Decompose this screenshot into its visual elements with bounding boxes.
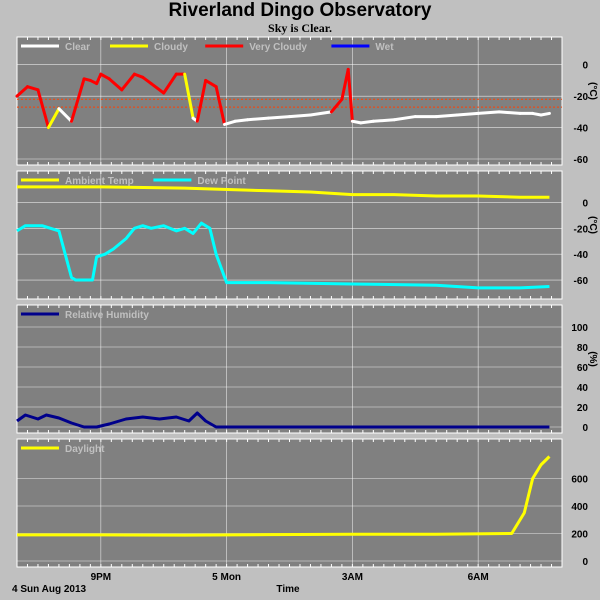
- sky-temp-segment: [346, 67, 354, 123]
- sky-temp-segment: [267, 115, 291, 120]
- x-tick-label: 3AM: [342, 572, 363, 583]
- sky-temp-segment: [204, 78, 218, 89]
- sky-temp-segment: [36, 88, 50, 130]
- sky-temp-segment: [95, 72, 103, 86]
- legend-label: Clear: [65, 42, 90, 53]
- y-tick-label: -20: [574, 224, 589, 235]
- y-tick-label: 60: [577, 363, 589, 374]
- sky-temp-segment: [359, 119, 375, 125]
- sky-temp-segment: [15, 85, 29, 98]
- y-tick-label: -60: [574, 155, 589, 166]
- sky-temp-segment: [141, 75, 153, 86]
- sky-temp-segment: [223, 119, 237, 126]
- sky-temp-segment: [455, 111, 480, 117]
- sky-temp-segment: [308, 110, 333, 117]
- x-axis-title: Time: [276, 584, 300, 595]
- y-axis-unit: (°C): [587, 82, 598, 100]
- legend-label: Wet: [375, 42, 394, 53]
- x-tick-label: 6AM: [468, 572, 489, 583]
- series-line: [17, 455, 551, 537]
- y-tick-label: -20: [574, 92, 589, 103]
- sky-temp-segment: [497, 110, 522, 115]
- sky-temp-segment: [107, 77, 124, 92]
- y-axis-unit: (°C): [587, 216, 598, 234]
- y-tick-label: 80: [577, 343, 589, 354]
- x-tick-label: 5 Mon: [212, 572, 241, 583]
- y-tick-label: -40: [574, 250, 589, 261]
- sky-temp-segment: [434, 113, 459, 119]
- sky-temp-segment: [195, 78, 208, 123]
- y-tick-label: 40: [577, 383, 589, 394]
- sky-temp-segment: [120, 72, 136, 92]
- x-tick-label: 9PM: [91, 572, 112, 583]
- sky-temp-segment: [57, 107, 73, 123]
- legend-label: Daylight: [65, 444, 105, 455]
- date-label: 4 Sun Aug 2013: [12, 584, 87, 595]
- y-tick-label: 400: [571, 502, 588, 513]
- y-tick-label: 0: [582, 557, 588, 568]
- y-tick-label: 600: [571, 475, 588, 486]
- series-line: [16, 221, 550, 290]
- sky-temp-segment: [539, 111, 551, 117]
- panel-daylight: 600 400 200 0 Daylight: [16, 438, 588, 568]
- series-line: [16, 411, 550, 429]
- sky-temp-segment: [183, 72, 195, 120]
- sky-temp-segment: [246, 116, 271, 122]
- sky-temp-segment: [70, 77, 86, 123]
- sky-temp-segment: [233, 118, 250, 123]
- sky-temp-segment: [476, 110, 501, 115]
- panel-frame: [16, 438, 563, 568]
- panel-frame: [16, 304, 563, 434]
- y-tick-label: 0: [582, 61, 588, 72]
- sky-temp-segment: [25, 85, 40, 92]
- y-tick-label: 20: [577, 403, 589, 414]
- legend-label: Cloudy: [154, 42, 188, 53]
- legend-label: Ambient Temp: [65, 176, 134, 187]
- y-tick-label: 100: [571, 323, 588, 334]
- panel-humidity: 100 80 60 40 20 0 (%) Relative Humidity: [16, 304, 598, 434]
- sky-temp-segment: [329, 97, 344, 114]
- sky-temp-segment: [371, 118, 396, 123]
- legend-label: Dew Point: [197, 176, 246, 187]
- y-tick-label: 0: [582, 198, 588, 209]
- panel-temp: 0 -20 -40 -60 (°C) Ambient Temp Dew Point: [16, 170, 598, 300]
- y-tick-label: -60: [574, 276, 589, 287]
- sky-temp-segment: [149, 82, 166, 95]
- sky-temp-segment: [99, 72, 111, 81]
- panel-sky: 0 -20 -40 -60 (°C) Clear Cloudy Very Cloudy Wet: [15, 36, 598, 166]
- legend-label: Very Cloudy: [249, 42, 307, 53]
- sky-temp-segment: [214, 85, 227, 126]
- sky-temp-segment: [392, 115, 417, 122]
- chart-title: Riverland Dingo Observatory: [168, 0, 432, 21]
- y-tick-label: -40: [574, 124, 589, 135]
- y-axis-unit: (%): [587, 351, 598, 367]
- sky-status: Sky is Clear.: [268, 21, 332, 35]
- series-line: [17, 185, 550, 199]
- sky-temp-segment: [288, 113, 312, 119]
- sky-temp-segment: [162, 72, 178, 95]
- y-tick-label: 0: [582, 423, 588, 434]
- legend-label: Relative Humidity: [65, 310, 149, 321]
- y-tick-label: 200: [571, 530, 588, 541]
- panel-frame: [16, 36, 563, 166]
- sky-temp-segment: [46, 107, 61, 130]
